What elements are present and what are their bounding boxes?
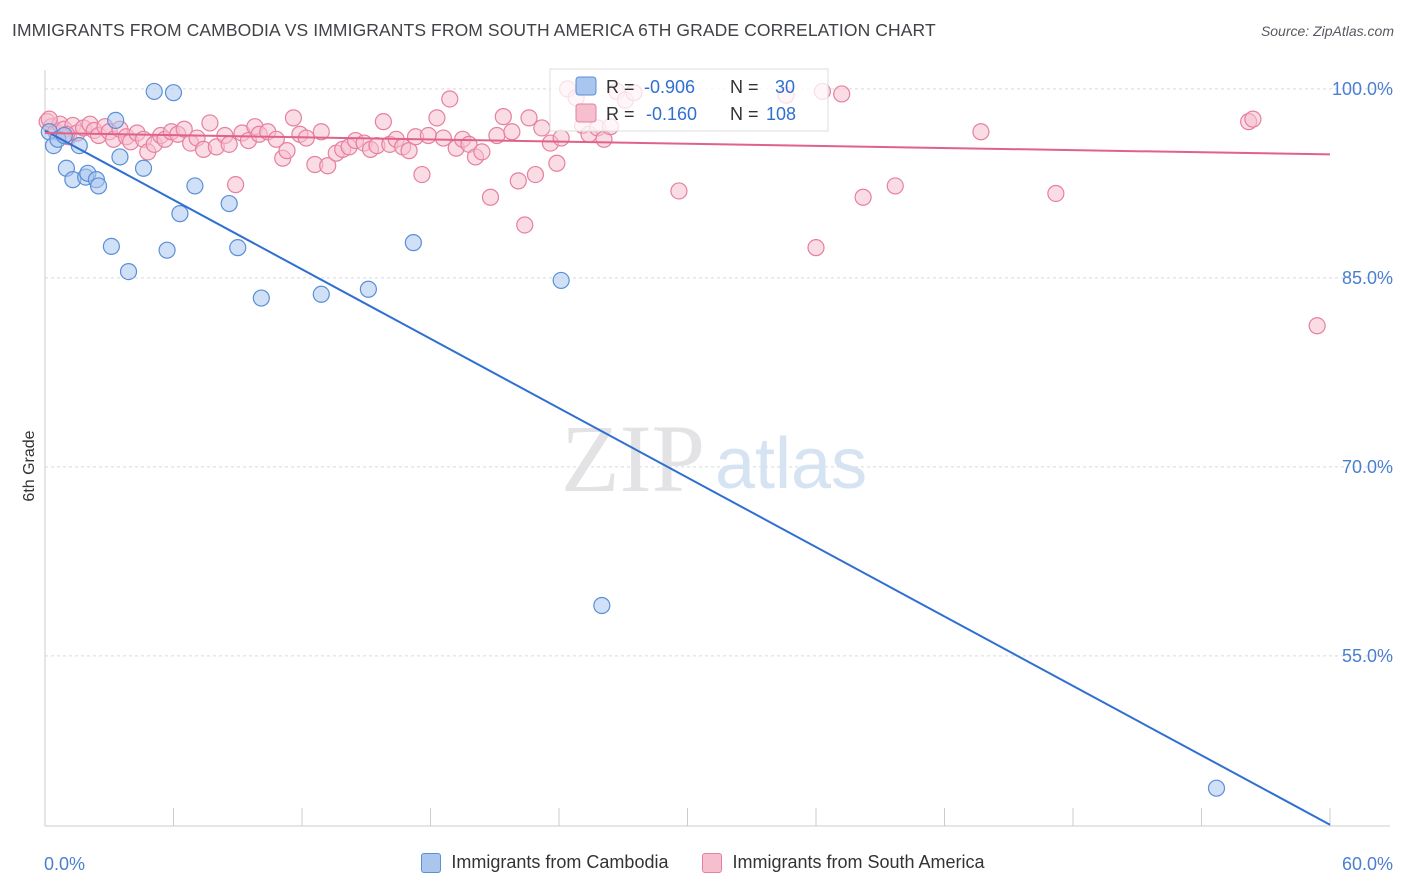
- point-cambodia-20: [186, 177, 204, 195]
- legend-swatch-south-america: [575, 103, 597, 123]
- trend-lines: [44, 129, 1331, 826]
- point-cambodia-26: [404, 234, 422, 252]
- point-south-america-43: [284, 109, 303, 127]
- source-label: Source: ZipAtlas.com: [1260, 23, 1394, 39]
- watermark-atlas: atlas: [715, 424, 867, 504]
- legend-label-cambodia: Immigrants from Cambodia: [451, 852, 669, 872]
- point-south-america-62: [413, 165, 431, 184]
- legend-item-cambodia[interactable]: Immigrants from Cambodia: [421, 852, 668, 873]
- point-south-america-94: [670, 182, 688, 200]
- legend-swatch-cambodia-bottom: [421, 852, 442, 873]
- axes: [44, 70, 1390, 827]
- legend-n-value-south-america: 108: [766, 104, 796, 124]
- point-cambodia-10: [89, 177, 108, 195]
- y-tick-label-2: 70.0%: [1342, 457, 1393, 477]
- legend-swatch-south-america-bottom: [702, 852, 723, 873]
- legend-n-label-cambodia: N =: [730, 77, 759, 97]
- legend-label-south-america: Immigrants from South America: [732, 852, 985, 872]
- point-cambodia-25: [359, 280, 377, 298]
- watermark: ZIP atlas: [561, 405, 867, 512]
- point-south-america-98: [833, 85, 851, 103]
- point-south-america-74: [494, 108, 512, 126]
- legend-n-value-cambodia: 30: [775, 77, 795, 97]
- point-south-america-77: [516, 216, 534, 234]
- point-cambodia-11: [102, 237, 120, 255]
- legend-n-label-south-america: N =: [730, 104, 759, 124]
- point-south-america-72: [481, 188, 500, 206]
- tick-labels: 100.0% 85.0% 70.0% 55.0% 0.0% 60.0%: [44, 79, 1393, 874]
- point-south-america-47: [312, 123, 330, 141]
- point-cambodia-21: [220, 194, 238, 213]
- point-cambodia-12: [107, 111, 125, 130]
- point-cambodia-27: [552, 271, 570, 290]
- point-south-america-33: [220, 135, 238, 153]
- point-south-america-80: [533, 119, 551, 137]
- point-cambodia-22: [229, 239, 247, 257]
- point-south-america-66: [441, 90, 459, 108]
- trend-line-cambodia: [44, 129, 1331, 826]
- series-cambodia-points: [40, 82, 1226, 797]
- point-south-america-30: [201, 114, 219, 132]
- point-south-america-101: [972, 123, 990, 141]
- point-south-america-71: [473, 143, 491, 161]
- point-cambodia-18: [164, 84, 183, 102]
- point-cambodia-16: [145, 82, 163, 101]
- trend-line-south-america: [44, 132, 1331, 156]
- point-south-america-34: [227, 176, 245, 194]
- y-tick-label-1: 85.0%: [1342, 268, 1393, 288]
- point-south-america-63: [419, 126, 437, 145]
- point-south-america-96: [807, 239, 825, 257]
- y-tick-label-0: 100.0%: [1332, 79, 1393, 99]
- point-cambodia-19: [171, 205, 189, 223]
- legend-r-value-south-america: -0.160: [646, 104, 697, 124]
- y-tick-label-3: 55.0%: [1342, 646, 1393, 666]
- point-cambodia-17: [158, 241, 176, 259]
- gridlines: [45, 88, 1390, 657]
- point-south-america-104: [1244, 110, 1262, 128]
- point-south-america-99: [854, 188, 872, 206]
- point-cambodia-13: [111, 148, 129, 166]
- point-south-america-79: [526, 165, 545, 184]
- point-cambodia-24: [312, 285, 330, 303]
- point-south-america-65: [434, 129, 452, 147]
- point-south-america-40: [267, 130, 285, 148]
- legend-r-value-cambodia: -0.906: [644, 77, 695, 97]
- legend-r-label-south-america: R =: [606, 104, 635, 124]
- point-south-america-83: [552, 129, 570, 147]
- point-south-america-105: [1308, 317, 1326, 335]
- legend-series: Immigrants from Cambodia Immigrants from…: [0, 852, 1406, 873]
- legend-r-label-cambodia: R =: [606, 77, 635, 97]
- point-south-america-82: [548, 154, 566, 172]
- point-south-america-64: [428, 109, 446, 127]
- x-tick-label-min: 0.0%: [44, 854, 85, 874]
- point-south-america-42: [278, 142, 296, 160]
- point-cambodia-15: [134, 159, 153, 177]
- point-south-america-76: [509, 172, 527, 190]
- point-south-america-48: [319, 157, 337, 175]
- point-cambodia-29: [1207, 779, 1226, 797]
- legend-swatch-cambodia: [575, 76, 597, 96]
- point-south-america-60: [400, 142, 418, 160]
- point-south-america-56: [374, 113, 392, 131]
- point-south-america-26: [175, 120, 193, 138]
- point-south-america-100: [886, 177, 904, 195]
- legend-item-south-america[interactable]: Immigrants from South America: [702, 852, 985, 873]
- legend-stats: R = -0.906 N = 30 R = -0.160 N = 108: [549, 68, 829, 132]
- point-cambodia-23: [252, 289, 270, 307]
- x-tick-label-max: 60.0%: [1342, 854, 1393, 874]
- point-cambodia-28: [593, 596, 611, 615]
- chart-title: IMMIGRANTS FROM CAMBODIA VS IMMIGRANTS F…: [12, 20, 936, 40]
- point-south-america-102: [1047, 184, 1065, 203]
- point-south-america-75: [503, 123, 521, 141]
- point-south-america-78: [520, 109, 538, 127]
- point-cambodia-14: [119, 263, 138, 281]
